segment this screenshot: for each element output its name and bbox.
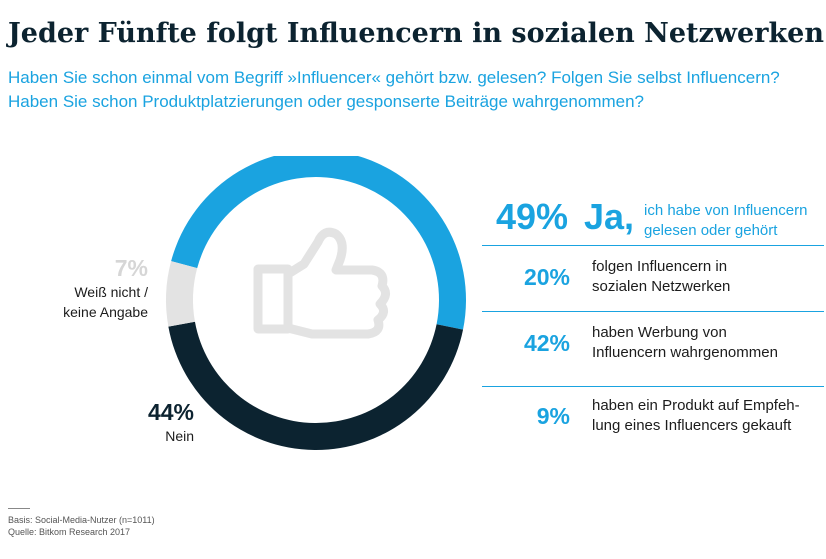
stat-text-line: haben ein Produkt auf Empfeh- <box>592 397 800 414</box>
category-label-weiss-line: Weiß nicht / <box>74 284 148 300</box>
stat-text-line: sozialen Netzwerken <box>592 278 731 295</box>
subtitle-line: Haben Sie schon Produktplatzierungen ode… <box>8 92 645 111</box>
slice-nein <box>168 321 464 451</box>
slice-weiss-nicht <box>166 261 198 327</box>
separator-line <box>482 311 824 312</box>
stat-text-line: Influencern wahrgenommen <box>592 344 778 361</box>
donut-chart <box>166 156 467 451</box>
label-weiss-nicht: 7% Weiß nicht / keine Angabe <box>63 254 148 322</box>
ja-text-line: gelesen oder gehört <box>644 222 778 239</box>
footnote-basis: Basis: Social-Media-Nutzer (n=1011) <box>8 515 155 525</box>
category-label-ja-text: ich habe von Influencern gelesen oder ge… <box>644 201 807 241</box>
stat-text-line: haben Werbung von <box>592 324 727 341</box>
stat-text: folgen Influencern in sozialen Netzwerke… <box>592 247 730 307</box>
value-label-weiss: 7% <box>114 255 148 281</box>
thumbs-up-icon <box>253 227 390 339</box>
stat-value: 20% <box>523 264 570 290</box>
stat-row: 20% folgen Influencern in sozialen Netzw… <box>482 247 824 307</box>
label-nein: 44% Nein <box>148 398 194 446</box>
footnote: Basis: Social-Media-Nutzer (n=1011) Quel… <box>8 514 155 538</box>
footnote-rule <box>8 508 30 509</box>
stat-text-line: folgen Influencern in <box>592 258 728 275</box>
category-label-ja: Ja, <box>584 196 635 237</box>
slice-ja <box>171 156 467 330</box>
stat-row: 9% haben ein Produkt auf Empfeh- lung ei… <box>482 386 824 446</box>
chart-subtitle: Haben Sie schon einmal vom Begriff »Infl… <box>8 66 824 114</box>
stat-text: haben ein Produkt auf Empfeh- lung eines… <box>592 386 800 446</box>
stat-text: haben Werbung von Influencern wahrgenomm… <box>592 313 778 373</box>
chart-title: Jeder Fünfte folgt Influencern in sozial… <box>8 18 824 49</box>
category-label-nein: Nein <box>165 428 194 444</box>
stat-value: 9% <box>536 403 570 429</box>
ja-text-line: ich habe von Influencern <box>644 202 808 219</box>
stat-value: 42% <box>523 330 570 356</box>
value-label-nein: 44% <box>147 399 194 425</box>
stat-row: 42% haben Werbung von Influencern wahrge… <box>482 313 824 373</box>
subtitle-line: Haben Sie schon einmal vom Begriff »Infl… <box>8 68 780 87</box>
stat-text-line: lung eines Influencers gekauft <box>592 417 792 434</box>
separator-line <box>482 386 824 387</box>
category-label-weiss-line: keine Angabe <box>63 304 148 320</box>
value-label-ja: 49% <box>496 196 569 237</box>
separator-line <box>482 245 824 246</box>
footnote-source: Quelle: Bitkom Research 2017 <box>8 527 131 537</box>
